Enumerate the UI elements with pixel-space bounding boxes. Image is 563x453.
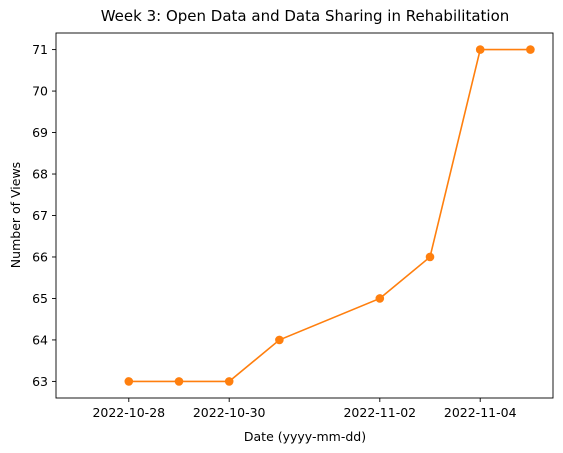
plot-area: 63 64 65 66 67 68 69 70 71 2022-10-28 2022-10-30 20… bbox=[32, 33, 553, 420]
series-line bbox=[129, 50, 531, 382]
plot-frame bbox=[56, 33, 553, 398]
y-tick-label: 68 bbox=[32, 167, 48, 182]
data-point bbox=[175, 377, 184, 386]
x-tick-label: 2022-11-04 bbox=[444, 405, 517, 420]
data-point bbox=[124, 377, 133, 386]
y-tick-label: 65 bbox=[32, 291, 48, 306]
x-tick-label: 2022-10-30 bbox=[193, 405, 266, 420]
x-tick-label: 2022-11-02 bbox=[343, 405, 416, 420]
y-tick-label: 64 bbox=[32, 332, 48, 347]
x-axis-label: Date (yyyy-mm-dd) bbox=[244, 429, 366, 444]
x-tick-label: 2022-10-28 bbox=[92, 405, 165, 420]
data-point bbox=[376, 294, 385, 303]
y-tick-label: 69 bbox=[32, 125, 48, 140]
data-point bbox=[426, 253, 435, 262]
y-tick-label: 70 bbox=[32, 84, 48, 99]
data-point bbox=[275, 336, 284, 345]
y-axis-label: Number of Views bbox=[8, 162, 23, 268]
y-tick-label: 63 bbox=[32, 374, 48, 389]
data-point bbox=[225, 377, 234, 386]
y-tick-label: 67 bbox=[32, 208, 48, 223]
data-point bbox=[526, 45, 535, 54]
data-point bbox=[476, 45, 485, 54]
y-tick-label: 66 bbox=[32, 249, 48, 264]
y-tick-label: 71 bbox=[32, 42, 48, 57]
chart-title: Week 3: Open Data and Data Sharing in Re… bbox=[101, 7, 510, 25]
